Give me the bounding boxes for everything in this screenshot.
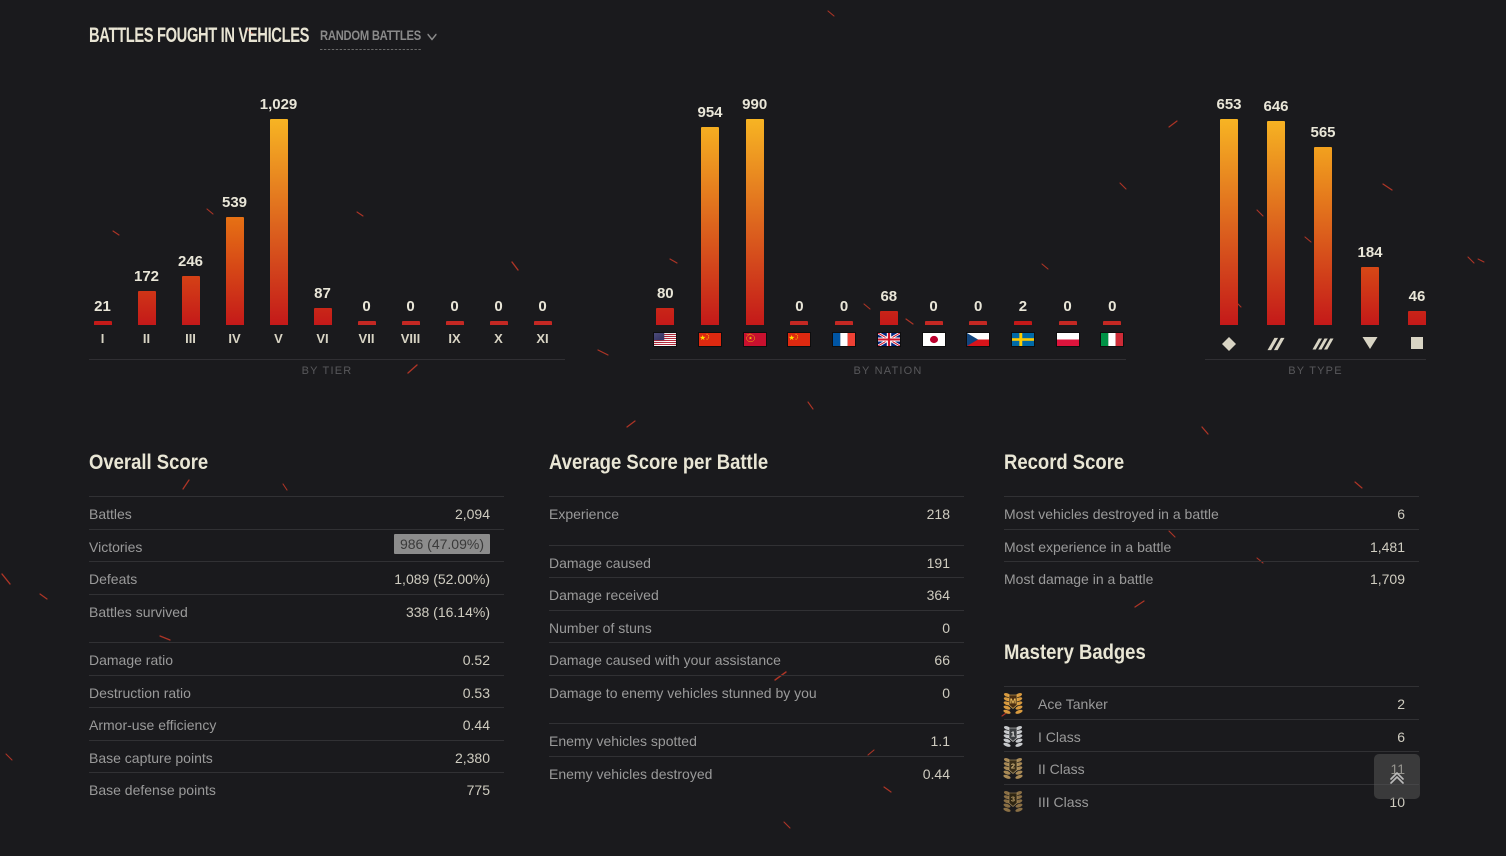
svg-text:2: 2 — [1011, 761, 1015, 770]
svg-text:3: 3 — [1011, 794, 1015, 803]
svg-text:M: M — [1010, 696, 1016, 705]
svg-text:1: 1 — [1011, 729, 1015, 738]
